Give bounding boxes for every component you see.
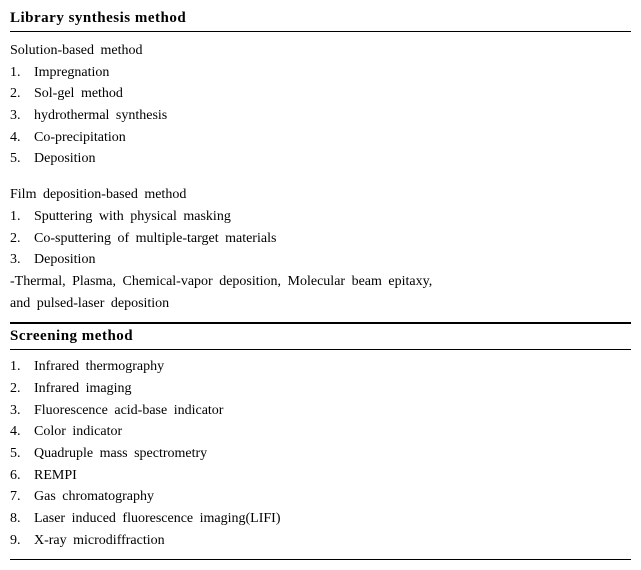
screening-method-header: Screening method xyxy=(10,323,631,350)
list-item: 1.Sputtering with physical masking xyxy=(10,206,631,228)
library-synthesis-body: Solution-based method 1.Impregnation 2.S… xyxy=(10,32,631,323)
list-item: 1.Impregnation xyxy=(10,62,631,84)
film-deposition-subheader: Film deposition-based method xyxy=(10,184,631,206)
list-item: 2.Infrared imaging xyxy=(10,378,631,400)
deposition-note-line1: -Thermal, Plasma, Chemical-vapor deposit… xyxy=(10,271,631,293)
library-synthesis-header: Library synthesis method xyxy=(10,6,631,32)
screening-method-body: 1.Infrared thermography 2.Infrared imagi… xyxy=(10,350,631,560)
list-item: 4.Color indicator xyxy=(10,421,631,443)
list-item: 5.Deposition xyxy=(10,148,631,170)
list-item: 7.Gas chromatography xyxy=(10,486,631,508)
list-item: 5.Quadruple mass spectrometry xyxy=(10,443,631,465)
solution-based-subheader: Solution-based method xyxy=(10,40,631,62)
film-deposition-list: 1.Sputtering with physical masking 2.Co-… xyxy=(10,206,631,271)
list-item: 9.X-ray microdiffraction xyxy=(10,530,631,552)
list-item: 3.Deposition xyxy=(10,249,631,271)
list-item: 2.Sol-gel method xyxy=(10,83,631,105)
list-item: 1.Infrared thermography xyxy=(10,356,631,378)
screening-method-list: 1.Infrared thermography 2.Infrared imagi… xyxy=(10,356,631,551)
deposition-note-line2: and pulsed-laser deposition xyxy=(10,293,631,315)
list-item: 8.Laser induced fluorescence imaging(LIF… xyxy=(10,508,631,530)
list-item: 2.Co-sputtering of multiple-target mater… xyxy=(10,228,631,250)
solution-based-list: 1.Impregnation 2.Sol-gel method 3.hydrot… xyxy=(10,62,631,170)
list-item: 4.Co-precipitation xyxy=(10,127,631,149)
list-item: 3.hydrothermal synthesis xyxy=(10,105,631,127)
list-item: 3.Fluorescence acid-base indicator xyxy=(10,400,631,422)
document-root: Library synthesis method Solution-based … xyxy=(0,0,641,570)
list-item: 6.REMPI xyxy=(10,465,631,487)
